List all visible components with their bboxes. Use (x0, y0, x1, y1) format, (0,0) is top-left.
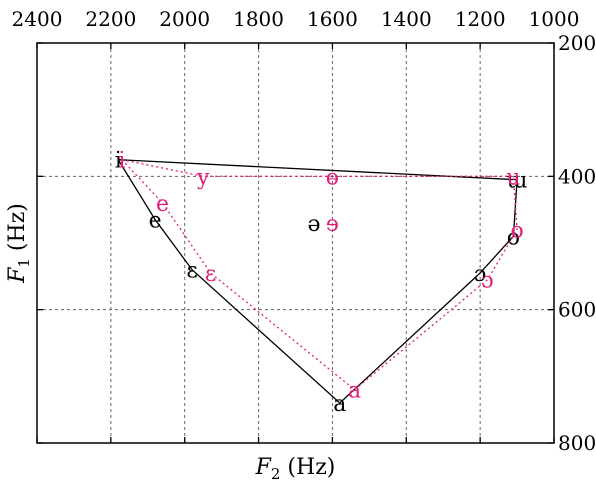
vowel-point-label: a (348, 379, 361, 404)
x-axis-symbol: F (255, 455, 272, 480)
x-tick-label: 2400 (12, 7, 63, 31)
vowel-point-label: u (506, 165, 520, 190)
vowel-point-label: ɘ (326, 212, 339, 237)
vowel-point-label: i (115, 149, 122, 174)
vowel-point-label: ɵ (326, 165, 339, 190)
vowel-point-label: i (118, 149, 125, 174)
x-tick-label: 1000 (529, 7, 580, 31)
series-2-outline (121, 159, 518, 391)
vowel-point-label: ə (307, 212, 320, 237)
x-tick-label: 2000 (159, 7, 210, 31)
vowel-point-label: o (510, 219, 523, 244)
vowel-point-label: a (333, 392, 346, 417)
plot-frame (36, 42, 555, 444)
x-axis-unit: (Hz) (280, 455, 335, 480)
y-axis-symbol: F (5, 267, 30, 284)
y-axis-title: F1 (Hz) (5, 203, 33, 284)
x-tick-label: 1400 (381, 7, 432, 31)
vowel-point-label: e (149, 209, 162, 234)
vowel-point-label: e (156, 192, 169, 217)
x-tick-label: 1600 (307, 7, 358, 31)
x-axis-subscript: 2 (271, 465, 281, 482)
vowel-point-label: y (196, 165, 210, 190)
vowel-point-label: ɯ (507, 169, 528, 194)
y-tick-label: 600 (558, 298, 596, 322)
y-tick-label: 200 (558, 31, 596, 55)
vowel-point-label: ɛ (205, 262, 216, 287)
vowel-point-label: ɔ (481, 269, 493, 294)
vowel-point-label: ɛ (186, 259, 197, 284)
y-axis-unit: (Hz) (5, 203, 30, 258)
y-tick-label: 400 (558, 164, 596, 188)
x-tick-label: 1200 (455, 7, 506, 31)
x-tick-label: 1800 (233, 7, 284, 31)
grid (37, 43, 554, 443)
vowel-point-label: o (507, 225, 520, 250)
y-tick-label: 800 (558, 431, 596, 455)
vowel-point-label: ɔ (474, 262, 486, 287)
series-1-outline (117, 159, 518, 404)
x-axis-title: F2 (Hz) (255, 455, 336, 482)
axis-ticks: 2400 2200 2000 1800 1600 1400 1200 100020040060… (12, 7, 596, 455)
x-tick-label: 2200 (85, 7, 136, 31)
y-axis-subscript: 1 (15, 258, 33, 268)
